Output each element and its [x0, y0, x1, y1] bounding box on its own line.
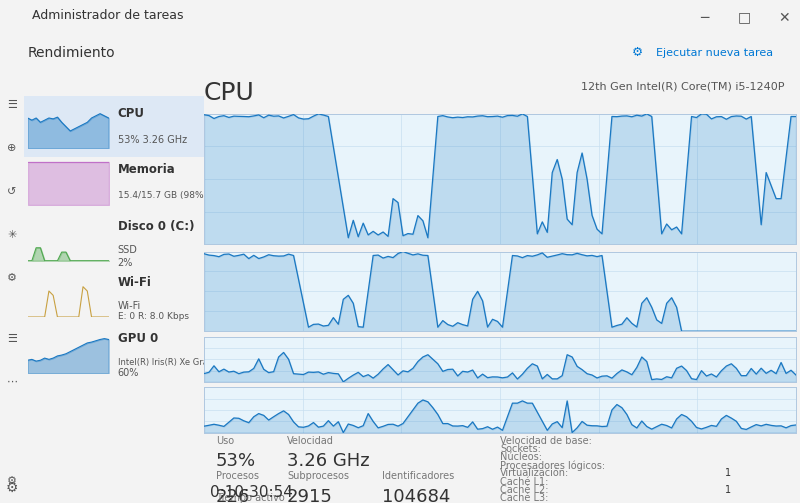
Text: Identificadores: Identificadores — [382, 471, 454, 481]
Text: Intel(R) Iris(R) Xe Graphics: Intel(R) Iris(R) Xe Graphics — [118, 358, 230, 367]
Text: ⚙: ⚙ — [632, 46, 643, 59]
FancyBboxPatch shape — [24, 97, 204, 157]
Text: ✕: ✕ — [778, 11, 790, 25]
Text: GPU 0: GPU 0 — [118, 332, 158, 345]
Text: Rendimiento: Rendimiento — [28, 46, 116, 60]
Text: 53%: 53% — [216, 452, 256, 470]
Text: 100%: 100% — [757, 114, 784, 124]
Text: Wi-Fi: Wi-Fi — [118, 301, 141, 311]
Text: Caché L1:: Caché L1: — [500, 477, 548, 486]
Text: 53% 3.26 GHz: 53% 3.26 GHz — [118, 135, 186, 145]
Text: E: 0 R: 8.0 Kbps: E: 0 R: 8.0 Kbps — [118, 312, 189, 321]
Text: ⚙: ⚙ — [7, 273, 17, 283]
Text: CPU: CPU — [118, 107, 145, 120]
Text: Virtualización:: Virtualización: — [500, 468, 570, 478]
Text: Disco 0 (C:): Disco 0 (C:) — [118, 220, 194, 233]
Text: 2%: 2% — [118, 258, 133, 268]
Text: ⚙: ⚙ — [6, 481, 18, 495]
Text: 0:10:30:54: 0:10:30:54 — [210, 485, 293, 500]
Text: Ejecutar nueva tarea: Ejecutar nueva tarea — [656, 48, 773, 58]
Text: Procesadores lógicos:: Procesadores lógicos: — [500, 460, 605, 471]
Text: 15.4/15.7 GB (98%): 15.4/15.7 GB (98%) — [118, 191, 206, 200]
Text: ⚙: ⚙ — [7, 476, 17, 486]
Text: 1: 1 — [725, 485, 731, 494]
Text: ─: ─ — [700, 11, 708, 25]
Text: ⋯: ⋯ — [6, 377, 18, 387]
Text: ✳: ✳ — [7, 230, 17, 240]
Text: □: □ — [738, 11, 750, 25]
Text: Subprocesos: Subprocesos — [287, 471, 349, 481]
Text: Wi-Fi: Wi-Fi — [118, 276, 151, 289]
Text: % de uso durante 60 segundos: % de uso durante 60 segundos — [204, 114, 356, 124]
Text: 3.26 GHz: 3.26 GHz — [287, 452, 370, 470]
Text: Velocidad de base:: Velocidad de base: — [500, 436, 592, 446]
Text: ☰: ☰ — [7, 100, 17, 110]
Text: ↺: ↺ — [7, 187, 17, 197]
Text: 12th Gen Intel(R) Core(TM) i5-1240P: 12th Gen Intel(R) Core(TM) i5-1240P — [581, 81, 784, 91]
Text: Tiempo activo: Tiempo activo — [216, 493, 285, 503]
Text: Administrador de tareas: Administrador de tareas — [32, 10, 183, 22]
Text: Caché L2:: Caché L2: — [500, 485, 549, 494]
Text: Núcleos:: Núcleos: — [500, 452, 542, 462]
Text: Velocidad: Velocidad — [287, 436, 334, 446]
Text: Uso: Uso — [216, 436, 234, 446]
Text: CPU: CPU — [204, 81, 254, 105]
Text: 226: 226 — [216, 487, 250, 503]
Text: Procesos: Procesos — [216, 471, 259, 481]
Text: 104684: 104684 — [382, 487, 450, 503]
Text: Memoria: Memoria — [118, 163, 175, 177]
Text: 60%: 60% — [118, 368, 139, 378]
Text: Sockets:: Sockets: — [500, 444, 541, 454]
Text: Caché L3:: Caché L3: — [500, 493, 548, 503]
Text: 2915: 2915 — [287, 487, 333, 503]
Text: ⊕: ⊕ — [7, 143, 17, 153]
Text: 1: 1 — [725, 468, 731, 478]
Text: ☰: ☰ — [7, 333, 17, 344]
Text: SSD: SSD — [118, 245, 138, 255]
